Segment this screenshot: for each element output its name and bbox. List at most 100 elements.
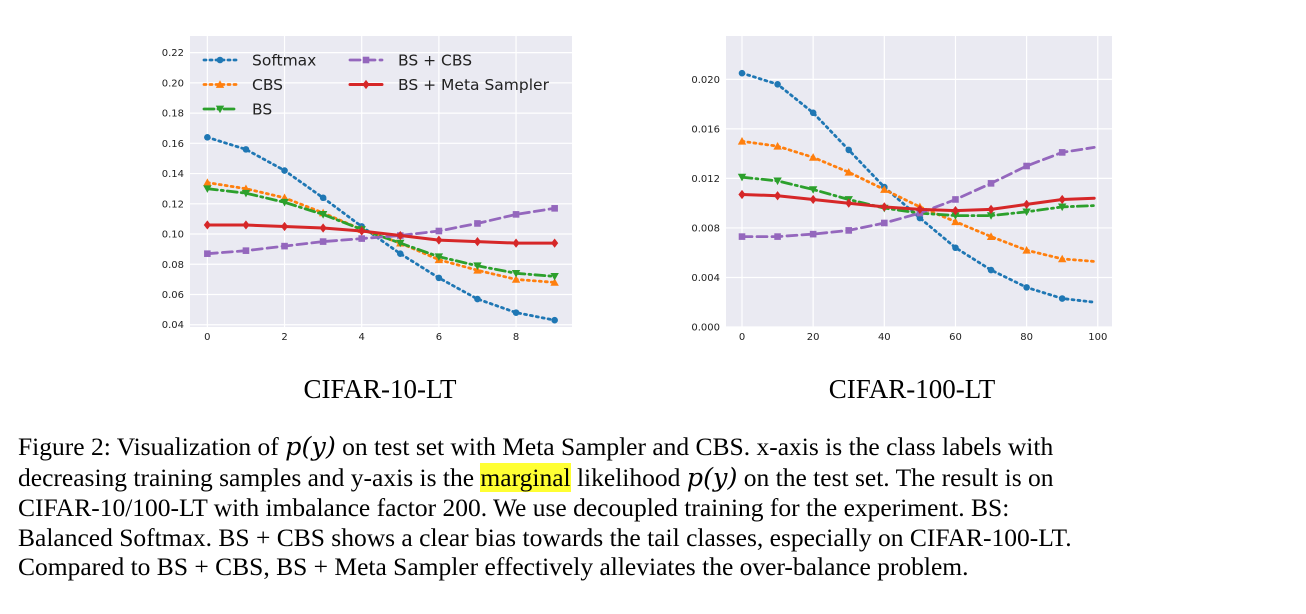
- y-tick-label: 0.14: [162, 169, 184, 180]
- data-point-softmax: [987, 266, 995, 274]
- data-point-softmax: [319, 194, 327, 202]
- data-point-bs-meta-sampler: [1023, 199, 1031, 210]
- legend-marker-softmax: [216, 56, 224, 64]
- data-point-bs-meta-sampler: [845, 198, 853, 208]
- data-point-bs: [473, 262, 482, 270]
- data-point-bs: [511, 269, 521, 278]
- data-point-cbs: [844, 168, 853, 176]
- data-point-softmax: [809, 109, 817, 117]
- data-point-cbs: [511, 275, 521, 283]
- data-point-softmax: [551, 316, 558, 324]
- figure-charts: 0.04 0.06 0.08 0.10 0.12 0.14 0.16 0.18 0.20 0.22…: [162, 36, 1112, 343]
- data-point-softmax: [916, 214, 924, 222]
- data-point-bs-cbs: [551, 205, 558, 212]
- data-point-bs-cbs: [952, 196, 959, 203]
- legend-marker-cbs: [215, 80, 225, 88]
- legend-marker-bs-meta-sampler: [362, 79, 370, 90]
- caption-text: likelihood: [570, 462, 687, 492]
- data-point-cbs: [737, 137, 747, 145]
- data-point-softmax: [774, 80, 781, 88]
- chart-cifar100: 0.000 0.004 0.008 0.012 0.016 0.020 0 20 40 60 80 1…: [691, 36, 1112, 343]
- data-point-bs-meta-sampler: [738, 189, 746, 200]
- x-tick-label: 20: [807, 332, 820, 343]
- caption-highlight: marginal: [480, 462, 571, 492]
- data-point-bs-meta-sampler: [916, 204, 924, 214]
- data-point-softmax: [204, 133, 211, 141]
- x-tick-label: 6: [436, 332, 442, 343]
- data-point-bs-meta-sampler: [242, 220, 250, 230]
- chart-cifar10-title: CIFAR-10-LT: [303, 374, 457, 404]
- y-tick-label: 0.004: [691, 273, 720, 284]
- caption-math: p(y): [285, 432, 336, 462]
- data-point-softmax: [474, 295, 481, 303]
- x-tick-label: 8: [513, 332, 519, 343]
- x-tick-label: 4: [359, 332, 365, 343]
- data-point-bs: [241, 189, 251, 198]
- data-point-bs: [1057, 203, 1067, 212]
- series-line-bs-meta-sampler: [205, 223, 557, 245]
- data-point-bs-meta-sampler: [396, 230, 404, 241]
- figure-caption: Figure 2: Visualization of p(y) on test …: [18, 432, 1290, 582]
- data-point-softmax: [435, 274, 443, 282]
- data-point-cbs: [1057, 254, 1067, 263]
- data-point-bs-cbs: [281, 242, 288, 250]
- caption-line-1: Figure 2: Visualization of p(y) on test …: [18, 432, 1290, 463]
- data-point-cbs: [808, 153, 818, 161]
- data-point-bs-meta-sampler: [435, 235, 443, 245]
- y-tick-label: 0.12: [162, 199, 184, 210]
- x-tick-label: 40: [878, 332, 891, 343]
- data-point-bs-meta-sampler: [280, 221, 289, 232]
- y-tick-label: 0.18: [162, 109, 184, 120]
- data-point-bs-cbs: [845, 227, 853, 234]
- data-point-bs: [951, 212, 960, 220]
- data-point-bs: [773, 177, 782, 186]
- data-point-bs-meta-sampler: [358, 226, 366, 236]
- y-tick-label: 0.020: [691, 75, 720, 86]
- caption-line-3: CIFAR-10/100-LT with imbalance factor 20…: [18, 493, 1010, 522]
- data-point-bs-cbs: [319, 238, 327, 245]
- caption-line-4: Balanced Softmax. BS + CBS shows a clear…: [18, 522, 1072, 552]
- data-point-cbs: [986, 232, 996, 240]
- data-point-bs-meta-sampler: [880, 202, 888, 212]
- data-point-softmax: [512, 309, 520, 316]
- data-point-bs-cbs: [987, 180, 995, 187]
- y-tick-label: 0.16: [162, 139, 184, 150]
- data-point-cbs: [203, 178, 212, 186]
- data-point-bs-meta-sampler: [512, 238, 520, 248]
- data-point-bs-cbs: [512, 211, 520, 218]
- data-point-bs-cbs: [1058, 149, 1066, 156]
- legend-label-bs-cbs: BS + CBS: [398, 52, 472, 70]
- data-point-bs-meta-sampler: [319, 223, 327, 233]
- y-tick-label: 0.08: [162, 260, 184, 271]
- caption-text: on test set with Meta Sampler and CBS. x…: [335, 432, 1054, 461]
- y-tick-label: 0.016: [691, 124, 720, 135]
- data-point-bs: [203, 185, 212, 193]
- chart-cifar10: 0.04 0.06 0.08 0.10 0.12 0.14 0.16 0.18 0.20 0.22…: [162, 36, 572, 343]
- legend-label-bs-meta-sampler: BS + Meta Sampler: [398, 76, 550, 94]
- data-point-bs: [737, 173, 747, 182]
- caption-line-2: decreasing training samples and y-axis i…: [18, 462, 1290, 494]
- data-point-softmax: [1023, 284, 1030, 291]
- caption-text: decreasing training samples and y-axis i…: [18, 462, 481, 492]
- data-point-bs-cbs: [242, 247, 250, 254]
- x-tick-label: 100: [1088, 332, 1107, 343]
- data-point-bs-cbs: [1023, 162, 1030, 170]
- data-point-softmax: [242, 146, 250, 153]
- y-tick-label: 0.22: [162, 48, 184, 59]
- data-point-bs-cbs: [204, 250, 211, 257]
- y-tick-label: 0.012: [691, 174, 720, 185]
- caption-math: p(y): [686, 462, 738, 493]
- y-tick-label: 0.008: [691, 223, 720, 234]
- data-point-bs: [1022, 208, 1031, 217]
- series-line-softmax: [205, 135, 556, 322]
- data-point-cbs: [550, 278, 559, 286]
- data-point-bs-cbs: [358, 235, 366, 242]
- data-point-bs: [550, 272, 559, 281]
- legend-marker-bs: [215, 105, 225, 114]
- data-point-softmax: [952, 244, 959, 252]
- x-tick-label: 80: [1020, 332, 1033, 343]
- data-point-bs: [280, 198, 289, 207]
- data-point-bs-meta-sampler: [551, 238, 559, 248]
- x-tick-label: 2: [281, 332, 287, 343]
- data-point-softmax: [1058, 295, 1066, 302]
